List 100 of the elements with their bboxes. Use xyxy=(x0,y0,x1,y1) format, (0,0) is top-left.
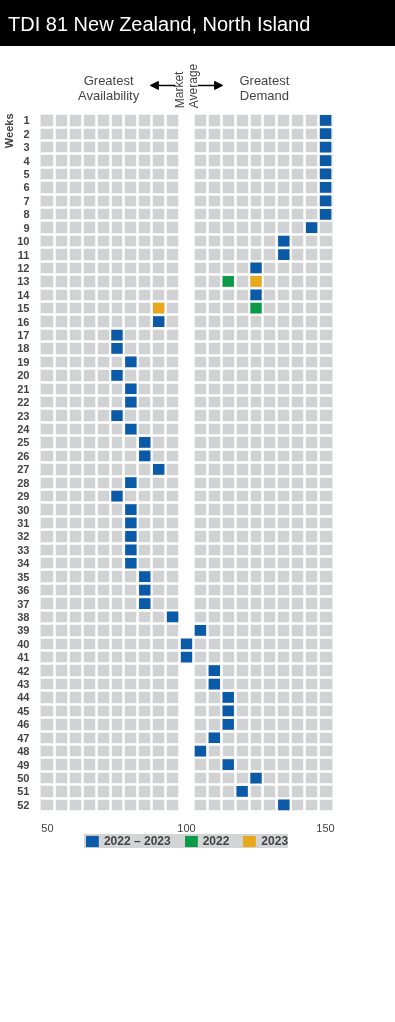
y-tick-label: 2 xyxy=(23,127,30,140)
point xyxy=(319,195,332,207)
y-tick-label: 25 xyxy=(17,436,30,449)
y-tick-label: 51 xyxy=(17,785,30,798)
y-tick-label: 27 xyxy=(17,463,30,476)
point xyxy=(319,168,332,180)
point xyxy=(125,423,137,435)
y-tick-label: 41 xyxy=(17,651,30,664)
point xyxy=(166,611,179,623)
point xyxy=(319,114,332,126)
point xyxy=(139,584,151,596)
point xyxy=(111,410,123,421)
y-tick-label: 22 xyxy=(17,396,30,409)
point xyxy=(125,531,137,542)
y-tick-label: 26 xyxy=(17,449,30,462)
y-tick-label: 12 xyxy=(17,261,30,274)
point xyxy=(222,705,234,717)
point xyxy=(319,208,332,220)
point xyxy=(125,477,137,489)
point xyxy=(139,598,151,609)
point xyxy=(278,249,290,260)
y-tick-label: 6 xyxy=(23,181,30,194)
y-tick-label: 50 xyxy=(17,772,30,785)
text: Greatest Demand xyxy=(239,73,290,104)
y-tick-label: 3 xyxy=(23,141,30,154)
x-tick-label: 50 xyxy=(41,821,54,834)
y-tick-label: 48 xyxy=(17,745,30,758)
point xyxy=(125,383,137,395)
point xyxy=(111,369,123,381)
y-tick-label: 45 xyxy=(17,704,30,717)
y-tick-label: 1 xyxy=(23,114,30,127)
point xyxy=(250,276,262,287)
point xyxy=(236,786,248,797)
point xyxy=(208,678,221,690)
point xyxy=(319,128,332,140)
y-tick-label: 4 xyxy=(23,154,31,167)
y-tick-label: 18 xyxy=(17,342,30,355)
y-tick-label: 52 xyxy=(17,798,30,811)
y-tick-label: 39 xyxy=(17,624,30,637)
x-tick-label: 150 xyxy=(316,821,335,834)
y-tick-label: 32 xyxy=(17,530,30,543)
point xyxy=(152,316,165,328)
y-tick-label: 36 xyxy=(17,584,30,597)
y-tick-label: 16 xyxy=(17,315,30,328)
y-tick-label: 37 xyxy=(17,597,30,610)
y-tick-label: 19 xyxy=(17,355,30,368)
y-tick-label: 9 xyxy=(23,221,30,234)
y-tick-label: 20 xyxy=(17,369,30,382)
point xyxy=(111,329,123,341)
y-tick-label: 15 xyxy=(17,302,30,315)
point xyxy=(250,289,262,301)
y-tick-label: 17 xyxy=(17,329,30,342)
point xyxy=(250,302,262,314)
y-tick-label: 10 xyxy=(17,235,30,248)
y-tick-label: 40 xyxy=(17,637,30,650)
legend-label: 2022 xyxy=(202,834,230,848)
y-tick-label: 42 xyxy=(17,664,30,677)
point xyxy=(194,625,207,636)
y-tick-label: 33 xyxy=(17,543,30,556)
point xyxy=(208,732,221,744)
point xyxy=(305,222,318,234)
text: Greatest Availability xyxy=(78,73,140,104)
point xyxy=(319,141,332,153)
point xyxy=(194,745,207,757)
point xyxy=(222,692,234,703)
point xyxy=(278,235,290,247)
point xyxy=(139,437,151,448)
point xyxy=(319,182,332,193)
point xyxy=(250,262,262,274)
point xyxy=(180,651,193,663)
y-tick-label: 46 xyxy=(17,718,30,731)
y-tick-label: 29 xyxy=(17,490,30,503)
point xyxy=(125,504,137,515)
chart-title: TDI 81 New Zealand, North Island xyxy=(8,12,311,37)
y-tick-label: 11 xyxy=(17,248,30,261)
y-tick-label: 5 xyxy=(23,167,30,180)
y-tick-label: 14 xyxy=(17,288,31,301)
y-tick-label: 47 xyxy=(17,731,30,744)
y-tick-label: 23 xyxy=(17,409,30,422)
point xyxy=(139,450,151,462)
point xyxy=(125,544,137,556)
point xyxy=(222,276,234,287)
point xyxy=(180,638,193,650)
y-tick-label: 8 xyxy=(23,208,30,221)
point xyxy=(125,396,137,408)
legend-label: 2022 – 2023 xyxy=(103,834,171,848)
point xyxy=(139,571,151,583)
y-tick-label: 43 xyxy=(17,678,30,691)
point xyxy=(278,799,290,811)
point xyxy=(222,759,234,770)
y-tick-label: 30 xyxy=(17,503,30,516)
point xyxy=(125,517,137,529)
point xyxy=(222,718,234,730)
y-tick-label: 34 xyxy=(17,557,31,570)
y-tick-label: 31 xyxy=(17,516,30,529)
point xyxy=(125,557,137,569)
y-tick-label: 24 xyxy=(17,423,31,436)
point xyxy=(111,343,123,354)
point xyxy=(152,463,165,475)
y-tick-label: 44 xyxy=(17,691,31,704)
